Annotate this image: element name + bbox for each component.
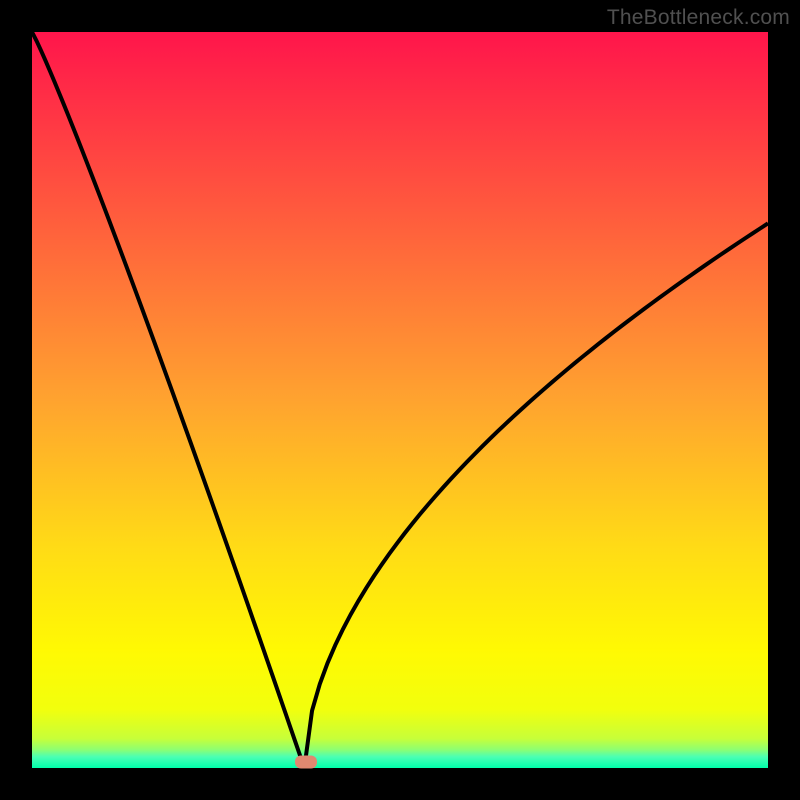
curve-layer [32,32,768,768]
bottleneck-curve [32,32,768,768]
optimal-point-marker [295,756,317,769]
bottleneck-chart [32,32,768,768]
watermark-text: TheBottleneck.com [607,6,790,30]
